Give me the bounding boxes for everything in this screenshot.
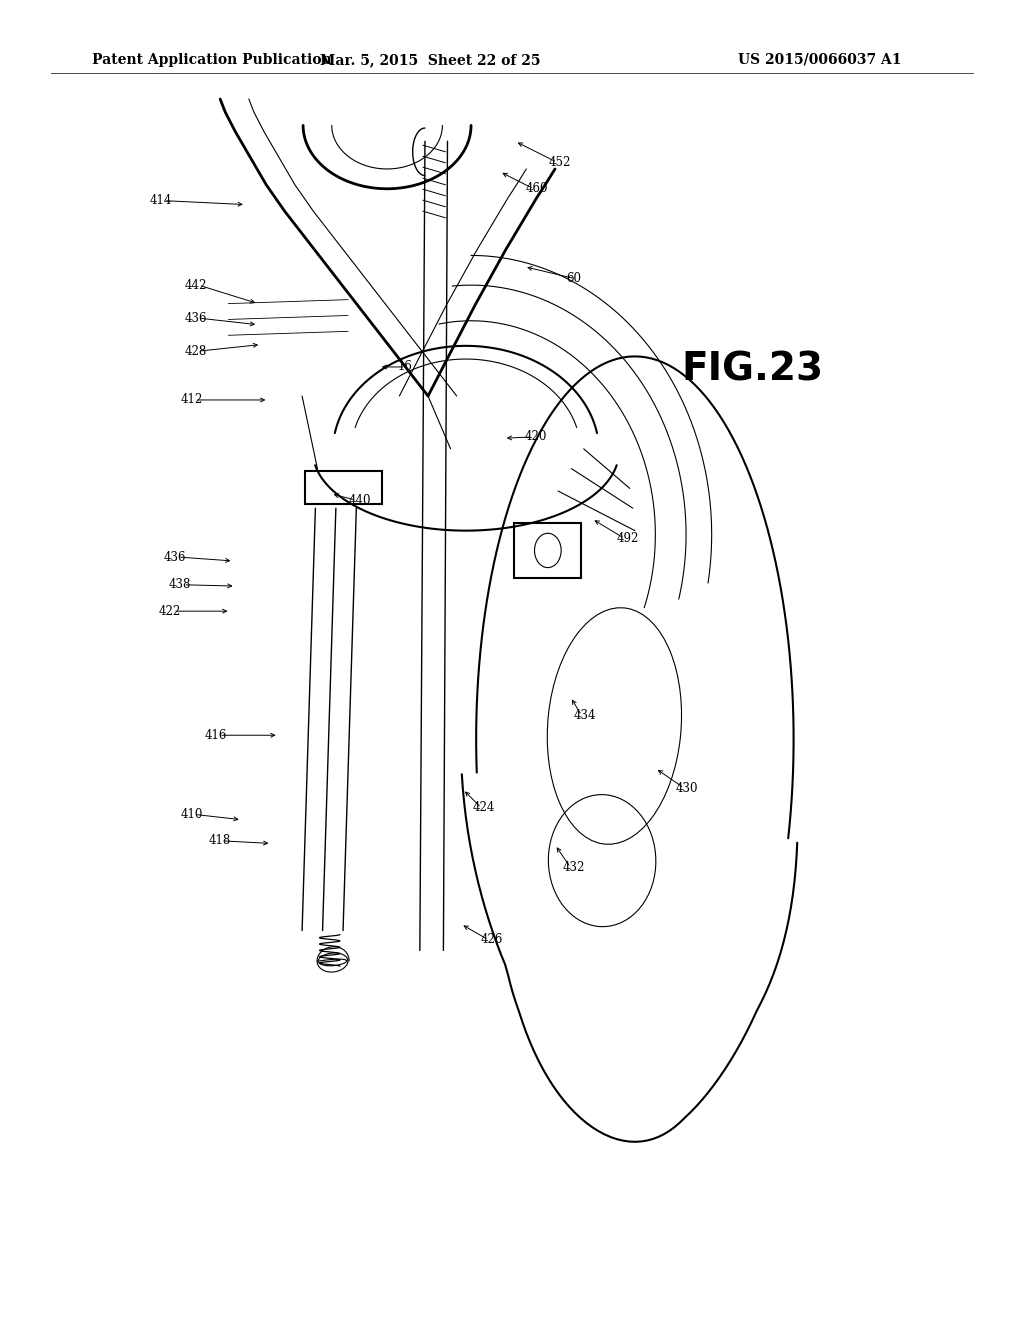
Text: 420: 420 [524,430,547,444]
Text: 440: 440 [348,494,371,507]
Text: 412: 412 [180,393,203,407]
Text: 424: 424 [473,801,496,814]
Text: 432: 432 [562,861,585,874]
Text: 492: 492 [616,532,639,545]
Text: 438: 438 [169,578,191,591]
Text: 442: 442 [184,279,207,292]
Text: 436: 436 [184,312,207,325]
Text: 426: 426 [480,933,503,946]
Text: 422: 422 [159,605,181,618]
Text: 434: 434 [573,709,596,722]
Text: Patent Application Publication: Patent Application Publication [92,53,332,67]
Text: US 2015/0066037 A1: US 2015/0066037 A1 [737,53,901,67]
Bar [514,523,581,578]
Text: 436: 436 [164,550,186,564]
Text: 414: 414 [150,194,172,207]
Text: 410: 410 [180,808,203,821]
Text: 60: 60 [566,272,582,285]
Text: 430: 430 [676,781,698,795]
Text: 16: 16 [397,360,413,374]
Text: 428: 428 [184,345,207,358]
Bar [305,471,382,504]
Text: 452: 452 [549,156,571,169]
Text: 418: 418 [208,834,230,847]
Text: Mar. 5, 2015  Sheet 22 of 25: Mar. 5, 2015 Sheet 22 of 25 [319,53,541,67]
Text: 416: 416 [205,729,227,742]
Text: 460: 460 [525,182,548,195]
Text: FIG.23: FIG.23 [682,351,823,388]
